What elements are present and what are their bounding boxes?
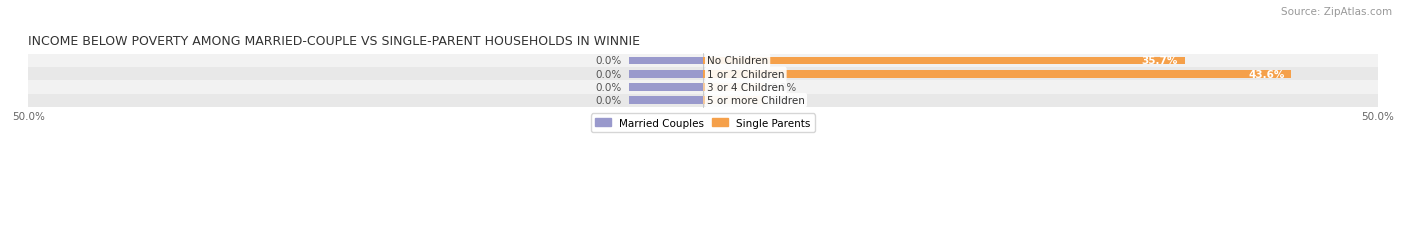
Bar (703, 70, 1291, 78)
Text: 0.0%: 0.0% (596, 83, 621, 93)
Text: 1 or 2 Children: 1 or 2 Children (707, 69, 785, 79)
Text: 0.0%: 0.0% (596, 56, 621, 66)
Bar (28, 94, 1378, 107)
Bar (628, 57, 703, 65)
Text: 5 or more Children: 5 or more Children (707, 96, 804, 106)
Text: 0.0%: 0.0% (770, 96, 797, 106)
Bar (28, 55, 1378, 68)
Text: Source: ZipAtlas.com: Source: ZipAtlas.com (1281, 7, 1392, 17)
Bar (703, 57, 1185, 65)
Text: 35.7%: 35.7% (1142, 56, 1178, 66)
Bar (628, 70, 703, 78)
Text: INCOME BELOW POVERTY AMONG MARRIED-COUPLE VS SINGLE-PARENT HOUSEHOLDS IN WINNIE: INCOME BELOW POVERTY AMONG MARRIED-COUPL… (28, 35, 641, 48)
Text: 3 or 4 Children: 3 or 4 Children (707, 83, 785, 93)
Text: No Children: No Children (707, 56, 768, 66)
Bar (703, 97, 763, 105)
Bar (703, 84, 763, 91)
Bar (628, 97, 703, 105)
Bar (28, 81, 1378, 94)
Text: 43.6%: 43.6% (1249, 69, 1285, 79)
Legend: Married Couples, Single Parents: Married Couples, Single Parents (591, 114, 815, 132)
Text: 0.0%: 0.0% (596, 69, 621, 79)
Text: 0.0%: 0.0% (596, 96, 621, 106)
Bar (28, 68, 1378, 81)
Bar (628, 84, 703, 91)
Text: 0.0%: 0.0% (770, 83, 797, 93)
